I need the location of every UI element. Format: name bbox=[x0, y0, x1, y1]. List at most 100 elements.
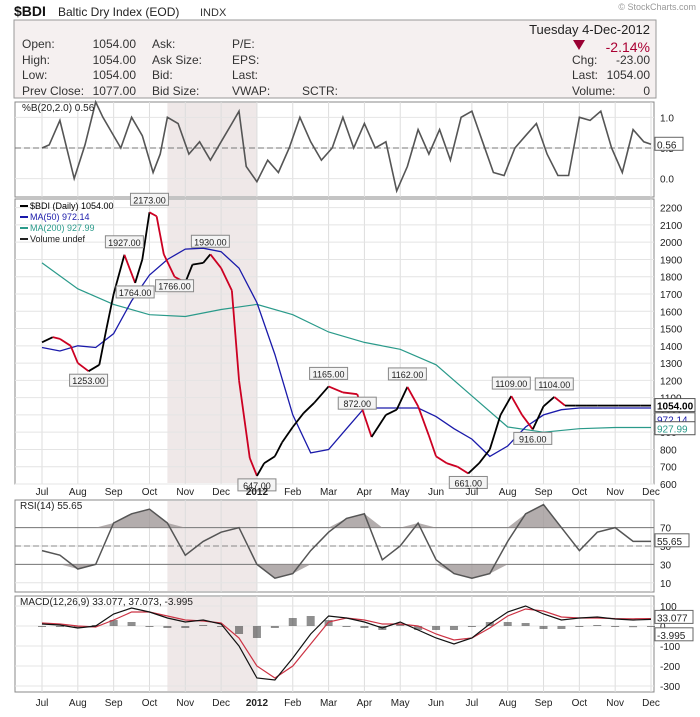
y-tick-label: 2000 bbox=[660, 238, 683, 249]
header: $BDI Baltic Dry Index (EOD) INDX © Stock… bbox=[14, 2, 696, 19]
quote-label: Open: bbox=[22, 37, 55, 51]
y-tick-label: 30 bbox=[660, 560, 672, 571]
macd-histogram-bar bbox=[199, 625, 208, 626]
price-segment bbox=[52, 336, 61, 340]
peak-label-box bbox=[237, 478, 277, 492]
quote-label: Low: bbox=[22, 68, 47, 82]
x-tick-label: Jul bbox=[465, 698, 478, 709]
y-tick-label: 70 bbox=[660, 524, 672, 535]
sctr-label: SCTR: bbox=[302, 84, 338, 98]
price-segment bbox=[292, 412, 305, 428]
macd-histogram-bar bbox=[611, 626, 620, 627]
price-segment bbox=[123, 254, 136, 284]
price-segment bbox=[328, 385, 344, 394]
panel-3: 70 50 30 10 RSI(14) 55.65 55.65 bbox=[14, 499, 690, 593]
price-segment bbox=[59, 338, 72, 347]
x-tick-label: Oct bbox=[572, 487, 588, 498]
peak-label: 1764.00 bbox=[119, 288, 152, 298]
macd-histogram-bar bbox=[467, 626, 476, 627]
last-value-box bbox=[654, 609, 694, 624]
macd-histogram-bar bbox=[270, 626, 279, 628]
x-tick-label: Feb bbox=[284, 487, 302, 498]
price-segment bbox=[41, 336, 54, 344]
macd-histogram-bar bbox=[73, 626, 82, 628]
ma200-line bbox=[41, 262, 651, 433]
x-tick-label: Nov bbox=[176, 487, 194, 498]
price-segment bbox=[302, 402, 315, 414]
price-segment bbox=[313, 385, 330, 404]
peak-label: 647.00 bbox=[243, 481, 271, 491]
price-segment bbox=[370, 414, 387, 438]
price-segment bbox=[553, 396, 566, 407]
x-tick-label: Nov bbox=[176, 698, 194, 709]
quote-label: Ask: bbox=[152, 37, 175, 51]
macd-histogram-bar bbox=[414, 626, 423, 630]
x-tick-label: 2012 bbox=[246, 487, 269, 498]
quote-value: -23.00 bbox=[616, 53, 650, 67]
price-segment bbox=[395, 386, 409, 411]
peak-label-box bbox=[387, 367, 427, 381]
y-tick-label: 0.0 bbox=[660, 175, 674, 186]
x-tick-label: Nov bbox=[606, 698, 624, 709]
name-text: Baltic Dry Index (EOD) bbox=[58, 5, 179, 19]
quote-label: VWAP: bbox=[232, 84, 270, 98]
y-tick-label: 10 bbox=[660, 579, 672, 590]
macd-histogram-bar bbox=[55, 626, 64, 627]
y-tick-label: 1200 bbox=[660, 376, 683, 387]
price-segment bbox=[209, 253, 222, 269]
macd-histogram-bar bbox=[145, 626, 154, 627]
y-tick-label: 1800 bbox=[660, 273, 683, 284]
y-tick-label: 1.0 bbox=[660, 113, 674, 124]
last-value-box bbox=[654, 627, 694, 642]
quote-value: 1054.00 bbox=[607, 68, 651, 82]
macd-histogram-bar bbox=[109, 620, 118, 626]
peak-label-box bbox=[448, 475, 488, 489]
quote-value: 1054.00 bbox=[93, 53, 137, 67]
macd-histogram-bar bbox=[539, 626, 548, 629]
peak-label: 916.00 bbox=[519, 434, 547, 444]
y-tick-label: 50 bbox=[660, 542, 672, 553]
quote-value: 1054.00 bbox=[93, 37, 137, 51]
x-tick-label: Aug bbox=[499, 487, 517, 498]
peak-label: 1104.00 bbox=[538, 380, 570, 390]
last-value-box bbox=[654, 136, 684, 151]
quote-label: Bid Size: bbox=[152, 84, 199, 98]
peak-label: 1927.00 bbox=[108, 238, 141, 248]
price-segment bbox=[77, 362, 90, 372]
quote-label: Ask Size: bbox=[152, 53, 202, 67]
last-value-box bbox=[654, 533, 690, 548]
rsi-oversold-fill bbox=[42, 564, 651, 579]
quote-label: High: bbox=[22, 53, 50, 67]
peak-label-box bbox=[104, 235, 144, 249]
price-segment bbox=[510, 395, 523, 416]
macd-histogram-bar bbox=[288, 618, 297, 626]
quote-label: Volume: bbox=[572, 84, 615, 98]
y-tick-label: -100 bbox=[660, 642, 680, 653]
ma50-line bbox=[41, 247, 651, 458]
y-tick-label: 1500 bbox=[660, 325, 683, 336]
percent-b-line bbox=[41, 99, 652, 194]
last-value-box bbox=[654, 421, 696, 436]
panel-title: %B(20,2.0) 0.56 bbox=[22, 103, 95, 114]
macd-histogram-bar bbox=[306, 616, 315, 626]
x-tick-label: Mar bbox=[320, 698, 338, 709]
peak-label: 661.00 bbox=[455, 478, 483, 488]
price-segment bbox=[263, 455, 276, 465]
macd-histogram-bar bbox=[181, 626, 190, 628]
watermark-text: © StockCharts.com bbox=[618, 2, 696, 12]
x-tick-label: Mar bbox=[320, 487, 338, 498]
y-tick-label: 1900 bbox=[660, 255, 683, 266]
peak-label-box bbox=[534, 377, 574, 391]
month-axis-bottom: Jul Aug Sep Oct Nov Dec 2012 Feb Mar Apr May Jun Jul… bbox=[36, 698, 660, 709]
quote-value: 1054.00 bbox=[93, 68, 137, 82]
x-tick-label: Sep bbox=[535, 698, 553, 709]
price-segment bbox=[446, 462, 458, 468]
peak-label-box bbox=[129, 192, 169, 206]
peak-label: 2173.00 bbox=[133, 195, 166, 205]
peak-label-box bbox=[155, 279, 195, 293]
legend-label: $BDI (Daily) 1054.00 bbox=[30, 201, 114, 211]
y-tick-label: 600 bbox=[660, 480, 677, 491]
peak-label: 1162.00 bbox=[391, 370, 423, 380]
last-value-label: 927.99 bbox=[657, 425, 688, 436]
